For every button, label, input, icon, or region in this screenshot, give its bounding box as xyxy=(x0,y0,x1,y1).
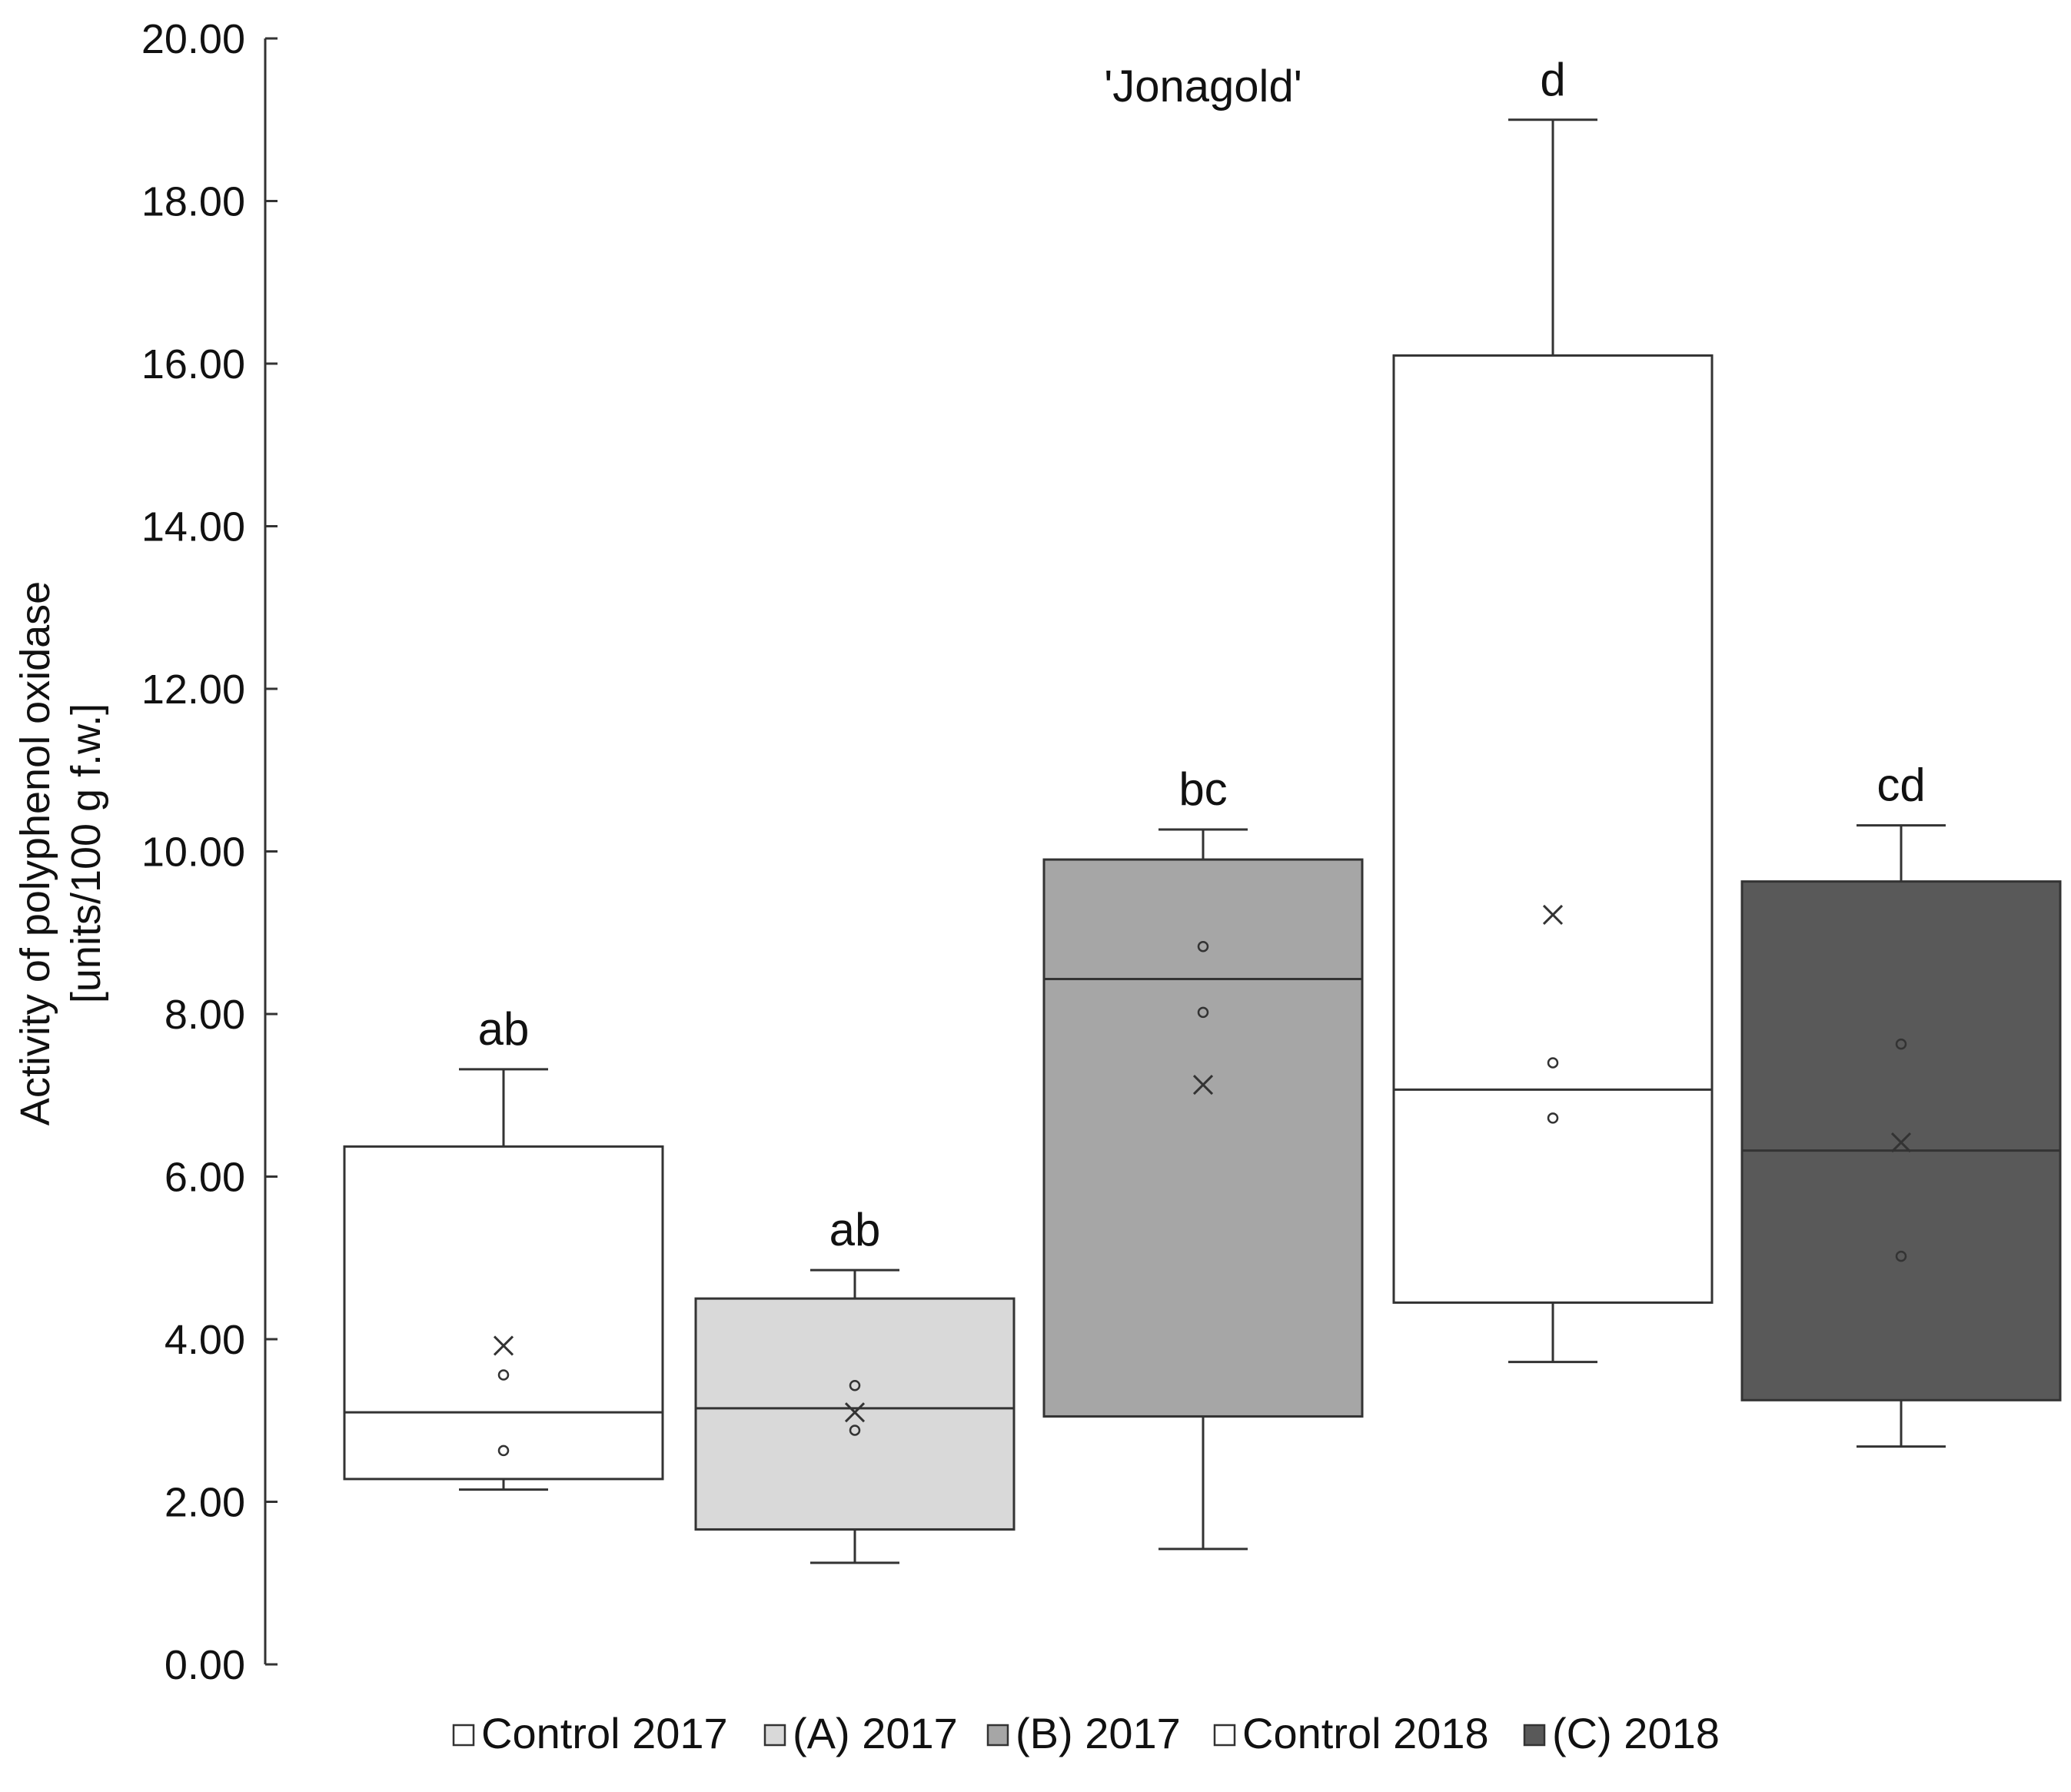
box-3: bc xyxy=(1042,763,1364,1551)
data-point xyxy=(1547,1112,1559,1124)
significance-letter: cd xyxy=(1877,760,1925,811)
y-tick-label: 8.00 xyxy=(165,992,245,1038)
legend-label: Control 2018 xyxy=(1242,1709,1489,1757)
box-series-group: ab ab bc d cd xyxy=(343,54,2062,1564)
significance-letter: ab xyxy=(478,1003,530,1055)
data-point xyxy=(849,1425,861,1436)
significance-letter: ab xyxy=(829,1204,881,1255)
mean-marker-stroke xyxy=(493,1335,514,1356)
y-tick-label: 20.00 xyxy=(141,16,245,62)
legend-item-4: Control 2018 xyxy=(1213,1709,1489,1757)
significance-letter: bc xyxy=(1178,763,1227,815)
data-point xyxy=(1197,1006,1209,1019)
data-point xyxy=(497,1369,510,1381)
y-tick-label: 10.00 xyxy=(141,830,245,876)
legend-item-2: (A) 2017 xyxy=(763,1709,958,1757)
legend-item-3: (B) 2017 xyxy=(986,1709,1181,1757)
mean-marker xyxy=(1890,1132,1912,1153)
data-point xyxy=(497,1445,510,1457)
legend-swatch xyxy=(763,1724,786,1747)
mean-marker-stroke xyxy=(1542,904,1564,926)
y-axis-title-line-2: [units/100 g f.w.] xyxy=(63,703,109,1003)
mean-marker xyxy=(1192,1074,1214,1095)
box-4: d xyxy=(1392,54,1714,1364)
legend-label: (B) 2017 xyxy=(1016,1709,1181,1757)
mean-marker-stroke xyxy=(844,1402,866,1423)
mean-marker xyxy=(1542,904,1564,926)
y-tick-label: 18.00 xyxy=(141,179,245,225)
y-tick-label: 4.00 xyxy=(165,1317,245,1363)
box-2: ab xyxy=(694,1204,1016,1564)
mean-marker-stroke xyxy=(1890,1132,1912,1153)
y-tick-label: 6.00 xyxy=(165,1155,245,1201)
data-point xyxy=(1197,940,1209,953)
legend-label: (A) 2017 xyxy=(793,1709,958,1757)
significance-letter: d xyxy=(1540,54,1565,105)
mean-marker xyxy=(493,1335,514,1356)
box-1: ab xyxy=(343,1003,664,1491)
box-body xyxy=(1042,858,1364,1418)
mean-marker xyxy=(844,1402,866,1423)
legend-swatch xyxy=(986,1724,1009,1747)
y-tick-label: 2.00 xyxy=(165,1480,245,1526)
data-point xyxy=(849,1380,861,1391)
box-body xyxy=(343,1145,664,1481)
data-point xyxy=(1895,1038,1907,1050)
y-tick-label: 0.00 xyxy=(165,1642,245,1688)
legend-swatch xyxy=(452,1724,475,1747)
y-axis-title-line-1: Activity of polyphenol oxidase xyxy=(12,581,58,1125)
chart-title: 'Jonagold' xyxy=(1104,62,1302,111)
y-tick-label: 16.00 xyxy=(141,341,245,387)
legend-item-1: Control 2017 xyxy=(452,1709,728,1757)
legend-item-5: (C) 2018 xyxy=(1523,1709,1720,1757)
y-tick-label: 14.00 xyxy=(141,504,245,550)
y-axis-title: Activity of polyphenol oxidase [units/10… xyxy=(12,581,109,1125)
legend-label: Control 2017 xyxy=(481,1709,728,1757)
mean-marker-stroke xyxy=(1192,1074,1214,1095)
legend-label: (C) 2018 xyxy=(1552,1709,1720,1757)
data-point xyxy=(1895,1250,1907,1262)
legend-swatch xyxy=(1523,1724,1546,1747)
box-body xyxy=(1392,354,1714,1304)
y-tick-label: 12.00 xyxy=(141,667,245,713)
legend-swatch xyxy=(1213,1724,1236,1747)
legend: Control 2017 (A) 2017 (B) 2017 Control 2018… xyxy=(452,1709,1720,1757)
box-5: cd xyxy=(1740,760,2062,1448)
data-point xyxy=(1547,1057,1559,1069)
y-axis: 0.00 2.00 4.00 6.00 8.00 10.00 12.00 14.00 16.00… xyxy=(141,16,278,1688)
